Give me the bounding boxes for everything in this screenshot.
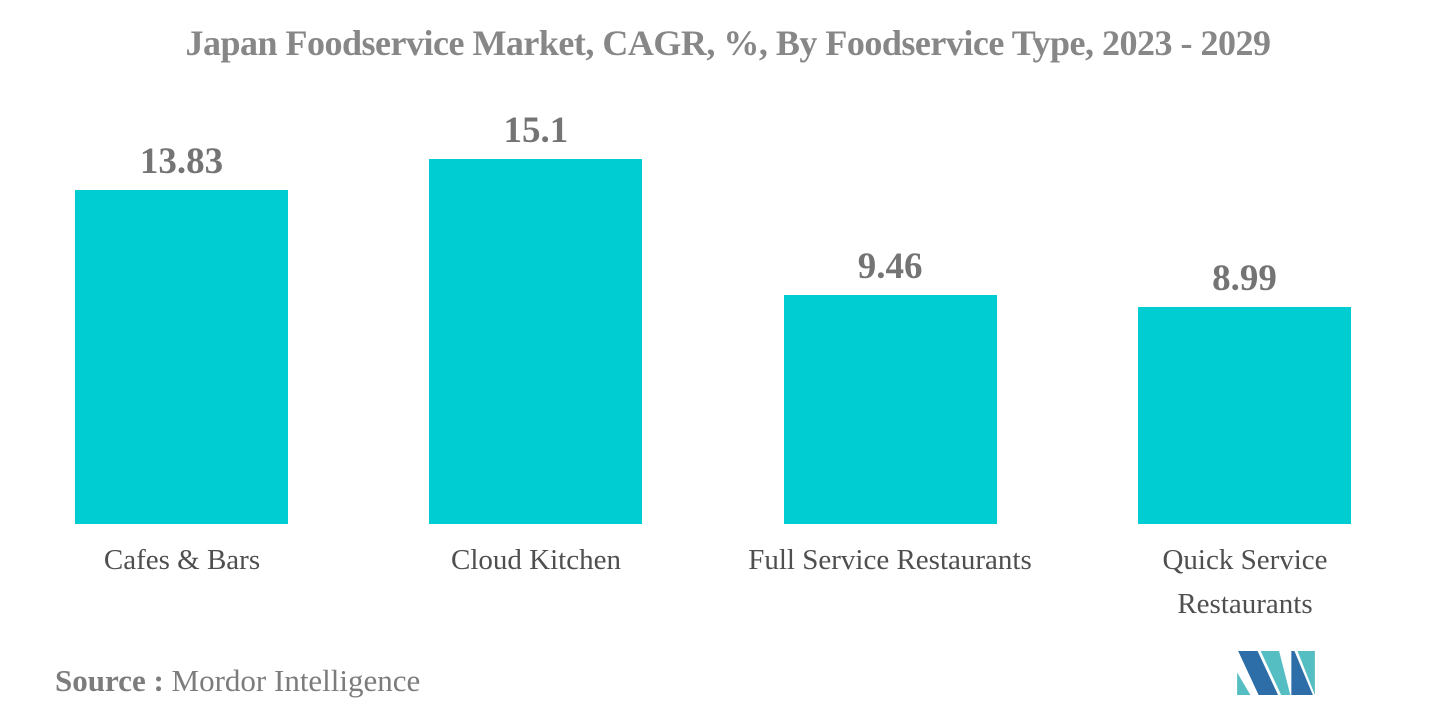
bar <box>783 295 997 524</box>
logo-shape <box>1260 651 1291 695</box>
bar-value-label: 13.83 <box>139 141 224 182</box>
bar-group: 13.83 <box>75 143 288 524</box>
logo-shape <box>1237 672 1251 695</box>
plot-area: 13.83 15.1 9.46 8.99 <box>75 98 1351 524</box>
logo-shape <box>1291 651 1313 695</box>
category-label: Quick Service Restaurants <box>1162 544 1328 620</box>
category-label: Cloud Kitchen <box>451 544 621 576</box>
mordor-intelligence-logo <box>1237 651 1315 695</box>
logo-shape <box>1238 651 1279 695</box>
source-value: Mordor Intelligence <box>171 663 421 698</box>
source-text: Source : Mordor Intelligence <box>55 663 420 699</box>
category-label: Full Service Restaurants <box>748 544 1032 576</box>
bar <box>1137 307 1351 524</box>
chart-title: Japan Foodservice Market, CAGR, %, By Fo… <box>185 23 1271 63</box>
bar-group: 9.46 <box>783 246 997 524</box>
bar-value-label: 8.99 <box>1212 258 1277 299</box>
bar <box>75 190 288 524</box>
bar-value-label: 9.46 <box>857 246 923 287</box>
bar-group: 15.1 <box>429 110 643 524</box>
source-label: Source : <box>55 663 164 698</box>
bar-value-label: 15.1 <box>503 110 569 151</box>
bar <box>429 159 643 524</box>
source-spacer <box>164 663 172 698</box>
category-label: Cafes & Bars <box>103 544 261 576</box>
bar-group: 8.99 <box>1137 258 1351 524</box>
